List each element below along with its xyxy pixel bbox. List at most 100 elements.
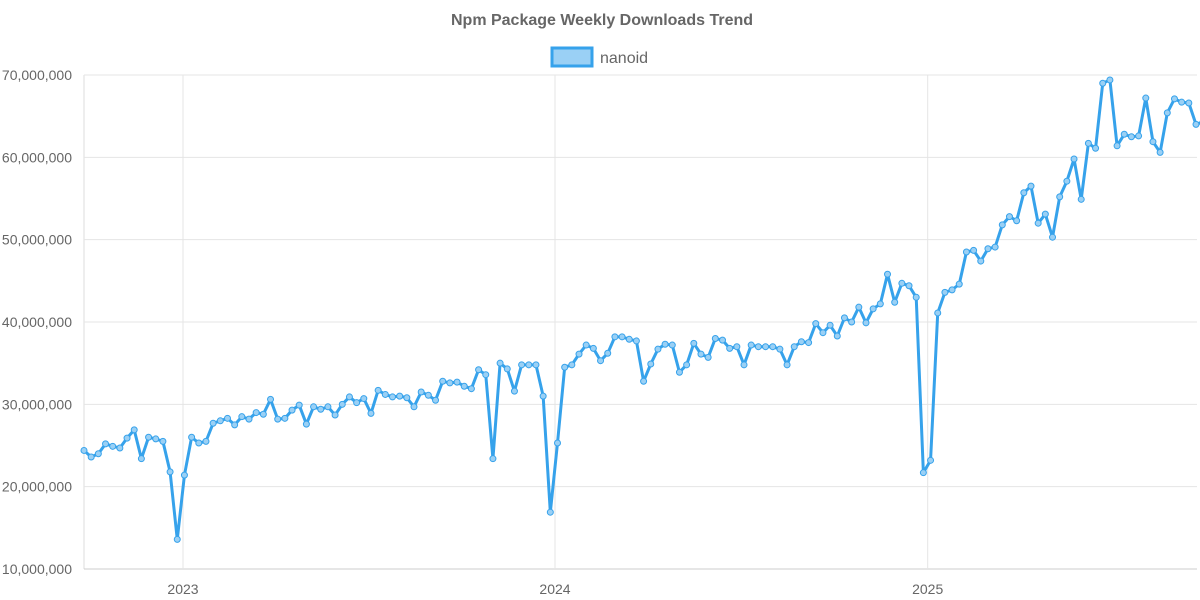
x-axis: 2023 2024 2025	[167, 581, 943, 597]
data-point	[919, 469, 927, 477]
data-point	[640, 377, 648, 385]
data-point	[812, 320, 820, 328]
data-point	[891, 298, 899, 306]
data-point	[137, 455, 145, 463]
data-point	[353, 399, 361, 407]
data-point	[733, 343, 741, 351]
data-point	[604, 349, 612, 357]
data-point	[884, 270, 892, 278]
data-point	[553, 439, 561, 447]
data-point	[130, 426, 138, 434]
data-point	[611, 333, 619, 341]
data-point	[1077, 195, 1085, 203]
data-point	[1013, 217, 1021, 225]
data-point	[575, 350, 583, 358]
y-tick-label: 60,000,000	[2, 149, 72, 165]
chart-title: Npm Package Weekly Downloads Trend	[451, 12, 753, 29]
data-point	[439, 377, 447, 385]
data-point	[188, 433, 196, 441]
data-point	[1142, 94, 1150, 102]
y-tick-label: 10,000,000	[2, 561, 72, 577]
data-point	[776, 345, 784, 353]
data-point	[94, 450, 102, 458]
data-point	[1056, 193, 1064, 201]
data-point	[446, 379, 454, 387]
data-point	[740, 361, 748, 369]
data-point	[898, 279, 906, 287]
data-point	[561, 363, 569, 371]
legend-swatch[interactable]	[550, 46, 594, 68]
data-point	[675, 368, 683, 376]
data-point	[432, 396, 440, 404]
data-point	[424, 391, 432, 399]
data-point	[1070, 155, 1078, 163]
x-tick-label: 2024	[539, 581, 570, 597]
data-point	[338, 400, 346, 408]
data-point	[166, 468, 174, 476]
series-line	[82, 78, 1200, 541]
data-point	[539, 392, 547, 400]
data-point	[783, 361, 791, 369]
data-point	[453, 378, 461, 386]
data-point	[209, 419, 217, 427]
data-point	[152, 435, 160, 443]
data-point	[403, 394, 411, 402]
data-point	[589, 344, 597, 352]
data-point	[216, 417, 224, 425]
data-point	[267, 395, 275, 403]
data-point	[625, 335, 633, 343]
data-point	[374, 386, 382, 394]
data-point	[762, 343, 770, 351]
data-point	[396, 392, 404, 400]
data-point	[80, 446, 88, 454]
data-point	[862, 319, 870, 327]
data-point	[941, 288, 949, 296]
data-point	[1092, 144, 1100, 152]
data-point	[331, 411, 339, 419]
data-point	[1005, 213, 1013, 221]
data-point	[568, 361, 576, 369]
data-point	[310, 403, 318, 411]
data-point	[123, 434, 131, 442]
data-point	[597, 357, 605, 365]
data-point	[869, 305, 877, 313]
data-point	[482, 371, 490, 379]
data-point	[1106, 76, 1114, 84]
data-point	[281, 414, 289, 422]
data-point	[102, 440, 110, 448]
data-point	[252, 409, 260, 417]
data-point	[654, 345, 662, 353]
data-point	[826, 321, 834, 329]
data-point	[848, 318, 856, 326]
data-point	[410, 403, 418, 411]
data-point	[704, 353, 712, 361]
data-point	[1027, 182, 1035, 190]
data-point	[1170, 95, 1178, 103]
data-point	[367, 409, 375, 417]
data-point	[805, 339, 813, 347]
data-point	[460, 382, 468, 390]
legend-label[interactable]: nanoid	[600, 50, 648, 67]
data-point	[87, 453, 95, 461]
data-point	[489, 455, 497, 463]
data-point	[510, 387, 518, 395]
data-point	[245, 415, 253, 423]
y-tick-label: 50,000,000	[2, 232, 72, 248]
data-point	[977, 257, 985, 265]
data-point	[532, 361, 540, 369]
data-point	[582, 341, 590, 349]
data-point	[754, 343, 762, 351]
data-point	[467, 385, 475, 393]
data-point	[116, 444, 124, 452]
data-point	[345, 393, 353, 401]
legend[interactable]: nanoid	[550, 46, 648, 68]
y-tick-label: 40,000,000	[2, 314, 72, 330]
data-point	[388, 393, 396, 401]
data-point	[180, 471, 188, 479]
data-point	[525, 361, 533, 369]
x-tick-label: 2025	[912, 581, 943, 597]
data-point	[1113, 142, 1121, 150]
data-point	[970, 246, 978, 254]
data-point	[238, 413, 246, 421]
